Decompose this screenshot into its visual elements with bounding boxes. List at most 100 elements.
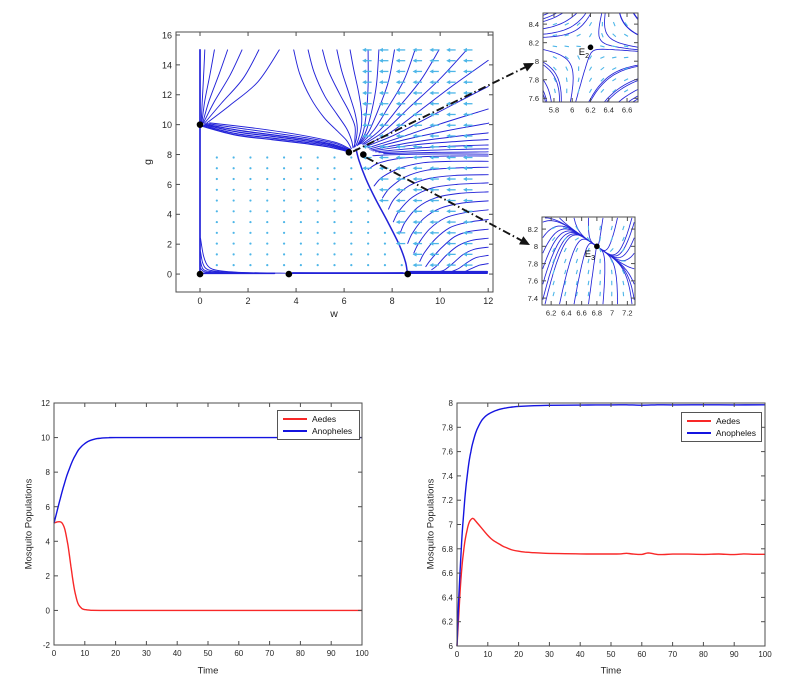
svg-text:6.8: 6.8 [442,545,454,554]
ts-right-xlabel: Time [600,665,622,677]
svg-text:8: 8 [390,296,395,306]
svg-text:8: 8 [46,468,51,477]
svg-text:0: 0 [455,650,460,659]
legend-label-aedes: Aedes [312,414,337,424]
svg-text:12: 12 [483,296,493,306]
svg-text:6.4: 6.4 [604,106,614,115]
svg-text:5.8: 5.8 [549,106,559,115]
svg-text:2: 2 [46,572,51,581]
svg-text:7: 7 [449,521,454,530]
svg-text:70: 70 [265,649,274,658]
svg-text:60: 60 [234,649,243,658]
phase-portrait: 0 2 4 6 8 10 12 0 2 4 6 8 10 12 14 16 [162,30,494,306]
inset-E3: 6.2 6.4 6.6 6.8 7 7.2 7.4 7.6 7.8 8 8.2 [528,216,636,318]
ts-left-xlabel: Time [197,665,219,677]
phase-streamlines [199,49,490,275]
timeseries-right-series-anopheles [456,404,766,647]
svg-text:0: 0 [167,269,172,279]
svg-text:7: 7 [610,309,614,318]
svg-text:4: 4 [294,296,299,306]
svg-text:7.8: 7.8 [442,423,454,432]
svg-text:4: 4 [167,210,172,220]
svg-text:-2: -2 [43,641,51,650]
svg-text:40: 40 [173,649,182,658]
svg-text:60: 60 [637,650,646,659]
phase-axes: 0 2 4 6 8 10 12 0 2 4 6 8 10 12 14 16 [162,30,494,306]
svg-text:2: 2 [167,240,172,250]
svg-text:20: 20 [111,649,120,658]
svg-text:30: 30 [142,649,151,658]
phase-xlabel: w [330,308,338,320]
svg-text:7.6: 7.6 [442,448,454,457]
svg-text:6.2: 6.2 [442,618,454,627]
svg-text:16: 16 [162,30,172,40]
svg-text:6: 6 [570,106,574,115]
svg-text:80: 80 [699,650,708,659]
timeseries-right: 0 10 20 30 40 50 60 70 80 90 100 6 6.2 6.4 6.6 6.8 7 7.2 7… [442,399,772,659]
ts-left-ylabel: Mosquito Populations [23,478,35,570]
svg-text:20: 20 [514,650,523,659]
svg-text:6.8: 6.8 [592,309,602,318]
aedes-line-swatch [283,418,307,420]
svg-text:7.6: 7.6 [528,277,538,286]
svg-text:8: 8 [449,399,454,408]
svg-text:0: 0 [198,296,203,306]
legend-right: Aedes Anopheles [681,412,762,442]
legend-left: Aedes Anopheles [277,410,360,440]
legend-row-anopheles: Anopheles [687,427,756,439]
timeseries-left-series-anopheles [53,436,362,524]
svg-text:6.4: 6.4 [442,593,454,602]
svg-text:30: 30 [545,650,554,659]
svg-text:7.6: 7.6 [529,94,539,103]
svg-text:14: 14 [162,60,172,70]
svg-text:8.2: 8.2 [529,39,539,48]
svg-text:100: 100 [758,650,772,659]
inset-E2-axes: 5.8 6 6.2 6.4 6.6 7.6 7.8 8 8.2 8.4 [529,12,639,115]
legend-row-aedes: Aedes [283,413,354,425]
svg-text:10: 10 [41,434,50,443]
svg-text:6: 6 [342,296,347,306]
ts-right-ylabel: Mosquito Populations [425,478,437,570]
svg-text:10: 10 [435,296,445,306]
svg-text:80: 80 [296,649,305,658]
svg-text:7.2: 7.2 [442,496,454,505]
svg-text:0: 0 [52,649,57,658]
inset-E2: 5.8 6 6.2 6.4 6.6 7.6 7.8 8 8.2 8.4 [529,12,639,115]
svg-text:10: 10 [162,120,172,130]
svg-text:8: 8 [535,57,539,66]
timeseries-left-series-aedes [53,520,362,612]
legend-row-aedes: Aedes [687,415,756,427]
svg-text:50: 50 [204,649,213,658]
svg-text:6.6: 6.6 [622,106,632,115]
svg-text:50: 50 [607,650,616,659]
svg-text:7.8: 7.8 [528,259,538,268]
phase-quiver [215,47,473,268]
legend-label-anopheles: Anopheles [715,428,756,438]
svg-text:7.8: 7.8 [529,76,539,85]
svg-text:7.4: 7.4 [528,294,538,303]
svg-text:10: 10 [80,649,89,658]
svg-text:6.2: 6.2 [546,309,556,318]
legend-label-aedes: Aedes [716,416,741,426]
svg-text:40: 40 [576,650,585,659]
legend-label-anopheles: Anopheles [312,426,353,436]
anopheles-line-swatch [283,430,307,432]
inset-E3-axes: 6.2 6.4 6.6 6.8 7 7.2 7.4 7.6 7.8 8 8.2 [528,216,636,318]
svg-text:2: 2 [246,296,251,306]
svg-text:8.4: 8.4 [529,20,539,29]
legend-row-anopheles: Anopheles [283,425,354,437]
timeseries-right-series-aedes [456,517,765,647]
inset-connector-arrows [352,62,535,246]
svg-text:7.2: 7.2 [622,309,632,318]
svg-text:6.6: 6.6 [576,309,586,318]
svg-text:0: 0 [46,606,51,615]
svg-text:6: 6 [167,180,172,190]
svg-text:10: 10 [483,650,492,659]
aedes-line-swatch [687,420,711,422]
svg-text:90: 90 [730,650,739,659]
svg-text:6.4: 6.4 [561,309,571,318]
